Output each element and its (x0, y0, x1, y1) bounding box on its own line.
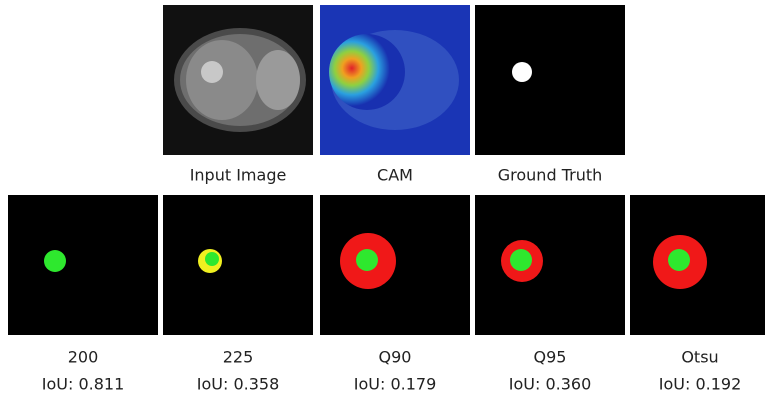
input-image (163, 5, 313, 155)
method-label: Otsu (681, 348, 718, 367)
method-label: 200 (68, 348, 99, 367)
iou-label: IoU: 0.192 (659, 375, 742, 394)
mask-200 (8, 195, 158, 335)
method-label: Q90 (379, 348, 412, 367)
cam-image (320, 5, 470, 155)
mask-otsu (630, 195, 765, 335)
mask-q95 (475, 195, 625, 335)
mask-q90 (320, 195, 470, 335)
iou-label: IoU: 0.179 (354, 375, 437, 394)
mask-225 (163, 195, 313, 335)
iou-label: IoU: 0.360 (509, 375, 592, 394)
caption: CAM (377, 166, 413, 185)
iou-label: IoU: 0.358 (197, 375, 280, 394)
iou-label: IoU: 0.811 (42, 375, 125, 394)
caption: Ground Truth (498, 166, 603, 185)
method-label: 225 (223, 348, 254, 367)
figure: Input Image CAM Ground Truth 200 IoU: 0.… (0, 0, 769, 406)
figure-canvas: Input Image CAM Ground Truth 200 IoU: 0.… (0, 0, 769, 406)
ground-truth-image (475, 5, 625, 155)
caption: Input Image (190, 166, 287, 185)
method-label: Q95 (534, 348, 567, 367)
